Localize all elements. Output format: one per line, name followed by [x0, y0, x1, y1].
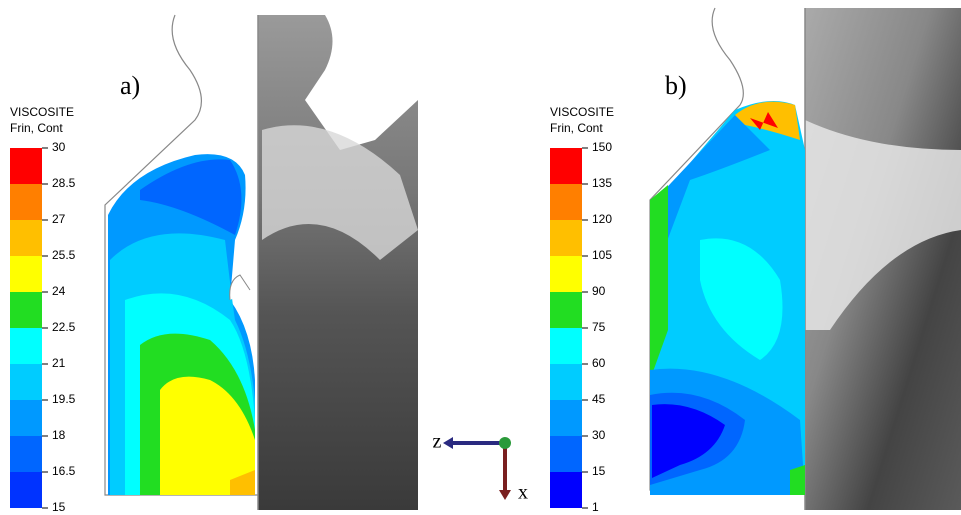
tick-label: 30 [52, 140, 66, 154]
color-band [10, 256, 42, 292]
panel-label: b) [665, 71, 687, 100]
tick-label: 21 [52, 356, 66, 370]
legend-title: VISCOSITE [550, 105, 614, 119]
color-band [10, 472, 42, 508]
color-band [550, 184, 582, 220]
axis-label: x [518, 482, 528, 504]
tick-label: 15 [592, 464, 606, 478]
color-band [10, 436, 42, 472]
color-band [550, 436, 582, 472]
color-band [10, 292, 42, 328]
color-band [550, 292, 582, 328]
color-band [550, 364, 582, 400]
tick-label: 135 [592, 176, 612, 190]
tick-label: 60 [592, 356, 606, 370]
color-band [10, 220, 42, 256]
legend-subtitle: Frin, Cont [550, 121, 603, 135]
color-band [550, 148, 582, 184]
tick-label: 22.5 [52, 320, 76, 334]
color-band [550, 400, 582, 436]
axis-triad: z x [433, 431, 528, 504]
tick-label: 90 [592, 284, 606, 298]
legend-subtitle: Frin, Cont [10, 121, 63, 135]
color-band [550, 220, 582, 256]
tick-label: 27 [52, 212, 66, 226]
simulation-b [649, 7, 806, 510]
legend-title: VISCOSITE [10, 105, 74, 119]
tick-label: 19.5 [52, 392, 76, 406]
color-band [10, 148, 42, 184]
photo-b [805, 8, 961, 510]
tick-label: 120 [592, 212, 612, 226]
tick-label: 45 [592, 392, 606, 406]
tick-label: 18 [52, 428, 66, 442]
color-band [550, 256, 582, 292]
color-band [10, 328, 42, 364]
simulation-a [104, 14, 259, 510]
tick-label: 105 [592, 248, 612, 262]
color-band [550, 328, 582, 364]
tick-label: 30 [592, 428, 606, 442]
photo-a [258, 15, 418, 510]
axis-label: z [433, 431, 442, 453]
tick-label: 25.5 [52, 248, 76, 262]
tick-label: 15 [52, 500, 66, 514]
tick-label: 150 [592, 140, 612, 154]
color-band [10, 184, 42, 220]
tick-label: 16.5 [52, 464, 76, 478]
color-band [10, 400, 42, 436]
tick-label: 1 [592, 500, 599, 514]
tick-label: 75 [592, 320, 606, 334]
color-band [550, 472, 582, 508]
tick-label: 24 [52, 284, 66, 298]
color-band [10, 364, 42, 400]
tick-label: 28.5 [52, 176, 76, 190]
panel-label: a) [120, 71, 140, 100]
